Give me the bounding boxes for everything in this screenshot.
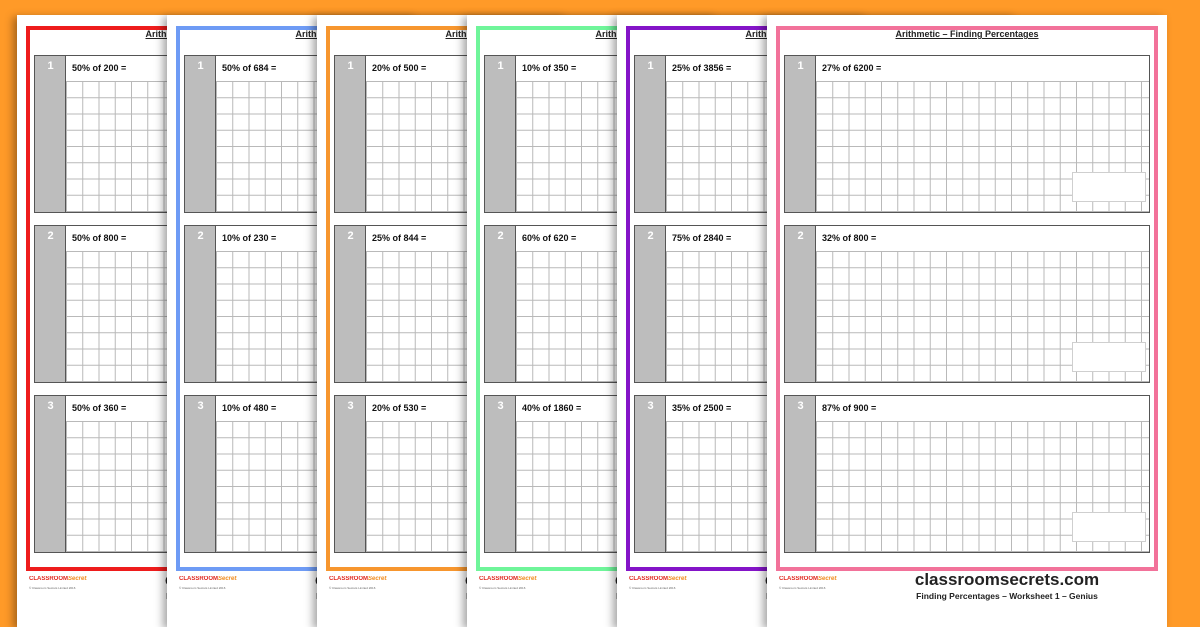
question-number: 3 [797, 400, 804, 412]
question-number-column: 3 [485, 396, 516, 552]
question-number: 2 [47, 230, 54, 242]
logo-text-secrets: Secrets [368, 576, 387, 582]
copyright-text: © Classroom Secrets Limited 2016 [29, 586, 76, 590]
question-number-column: 3 [635, 396, 666, 552]
question-box: 2 32% of 800 = [784, 225, 1150, 383]
question-number-column: 2 [185, 226, 216, 382]
copyright-text: © Classroom Secrets Limited 2016 [329, 586, 376, 590]
question-number: 2 [347, 230, 354, 242]
question-number: 1 [197, 60, 204, 72]
question-text: 50% of 800 = [72, 233, 127, 243]
classroom-secrets-logo: CLASSROOMSecrets [479, 576, 537, 584]
copyright-text: © Classroom Secrets Limited 2016 [479, 586, 526, 590]
question-number-column: 1 [335, 56, 366, 212]
question-text: 50% of 360 = [72, 403, 127, 413]
question-number: 1 [47, 60, 54, 72]
worksheet-border [776, 26, 1158, 571]
answer-box[interactable] [1072, 342, 1146, 372]
answer-box[interactable] [1072, 512, 1146, 542]
question-text: 75% of 2840 = [672, 233, 732, 243]
logo-text-secrets: Secrets [818, 576, 837, 582]
question-number-column: 3 [35, 396, 66, 552]
question-text: 32% of 800 = [822, 233, 877, 243]
question-number-column: 3 [785, 396, 816, 552]
logo-text-secrets: Secrets [218, 576, 237, 582]
question-text: 10% of 230 = [222, 233, 277, 243]
question-number: 3 [347, 400, 354, 412]
question-text: 60% of 620 = [522, 233, 577, 243]
worksheet-subtitle: Finding Percentages – Worksheet 1 – Geni… [916, 591, 1098, 601]
question-text: 87% of 900 = [822, 403, 877, 413]
question-box: 1 27% of 6200 = [784, 55, 1150, 213]
question-number-column: 2 [35, 226, 66, 382]
classroom-secrets-logo: CLASSROOMSecrets [179, 576, 237, 584]
question-number: 2 [797, 230, 804, 242]
question-number: 3 [47, 400, 54, 412]
question-number-column: 1 [785, 56, 816, 212]
question-box: 3 87% of 900 = [784, 395, 1150, 553]
classroom-secrets-logo: CLASSROOMSecrets [329, 576, 387, 584]
question-number: 2 [197, 230, 204, 242]
logo-text-secrets: Secrets [668, 576, 687, 582]
classroom-secrets-logo: CLASSROOMSecrets [629, 576, 687, 584]
question-text: 10% of 350 = [522, 63, 577, 73]
logo-text-classroom: CLASSROOM [329, 576, 368, 582]
logo-text-classroom: CLASSROOM [629, 576, 668, 582]
logo-text-classroom: CLASSROOM [479, 576, 518, 582]
logo-text-classroom: CLASSROOM [179, 576, 218, 582]
question-text: 25% of 3856 = [672, 63, 732, 73]
logo-text-classroom: CLASSROOM [29, 576, 68, 582]
question-text: 27% of 6200 = [822, 63, 882, 73]
question-number-column: 1 [485, 56, 516, 212]
question-number-column: 3 [185, 396, 216, 552]
copyright-text: © Classroom Secrets Limited 2016 [629, 586, 676, 590]
question-number-column: 2 [635, 226, 666, 382]
question-text: 25% of 844 = [372, 233, 427, 243]
logo-text-classroom: CLASSROOM [779, 576, 818, 582]
question-number-column: 2 [485, 226, 516, 382]
question-number-column: 1 [635, 56, 666, 212]
question-number-column: 1 [35, 56, 66, 212]
question-number: 2 [647, 230, 654, 242]
question-number: 1 [797, 60, 804, 72]
copyright-text: © Classroom Secrets Limited 2016 [179, 586, 226, 590]
question-number-column: 1 [185, 56, 216, 212]
question-number: 1 [497, 60, 504, 72]
question-number: 1 [647, 60, 654, 72]
question-number-column: 2 [785, 226, 816, 382]
question-number: 3 [647, 400, 654, 412]
answer-box[interactable] [1072, 172, 1146, 202]
question-number: 1 [347, 60, 354, 72]
question-number: 3 [497, 400, 504, 412]
logo-text-secrets: Secrets [68, 576, 87, 582]
question-number: 2 [497, 230, 504, 242]
worksheet-title: Arithmetic – Finding Percentages [895, 29, 1039, 39]
classroom-secrets-logo: CLASSROOMSecrets [29, 576, 87, 584]
question-text: 35% of 2500 = [672, 403, 732, 413]
worksheet-6: Arithmetic – Finding Percentages 1 27% of … [767, 15, 1167, 627]
copyright-text: © Classroom Secrets Limited 2016 [779, 586, 826, 590]
question-number-column: 3 [335, 396, 366, 552]
question-text: 20% of 530 = [372, 403, 427, 413]
question-number: 3 [197, 400, 204, 412]
question-text: 10% of 480 = [222, 403, 277, 413]
classroom-secrets-logo: CLASSROOMSecrets [779, 576, 837, 584]
question-number-column: 2 [335, 226, 366, 382]
question-text: 50% of 200 = [72, 63, 127, 73]
question-text: 40% of 1860 = [522, 403, 582, 413]
logo-text-secrets: Secrets [518, 576, 537, 582]
brand-url: classroomsecrets.com [914, 570, 1100, 589]
question-text: 50% of 684 = [222, 63, 277, 73]
question-text: 20% of 500 = [372, 63, 427, 73]
